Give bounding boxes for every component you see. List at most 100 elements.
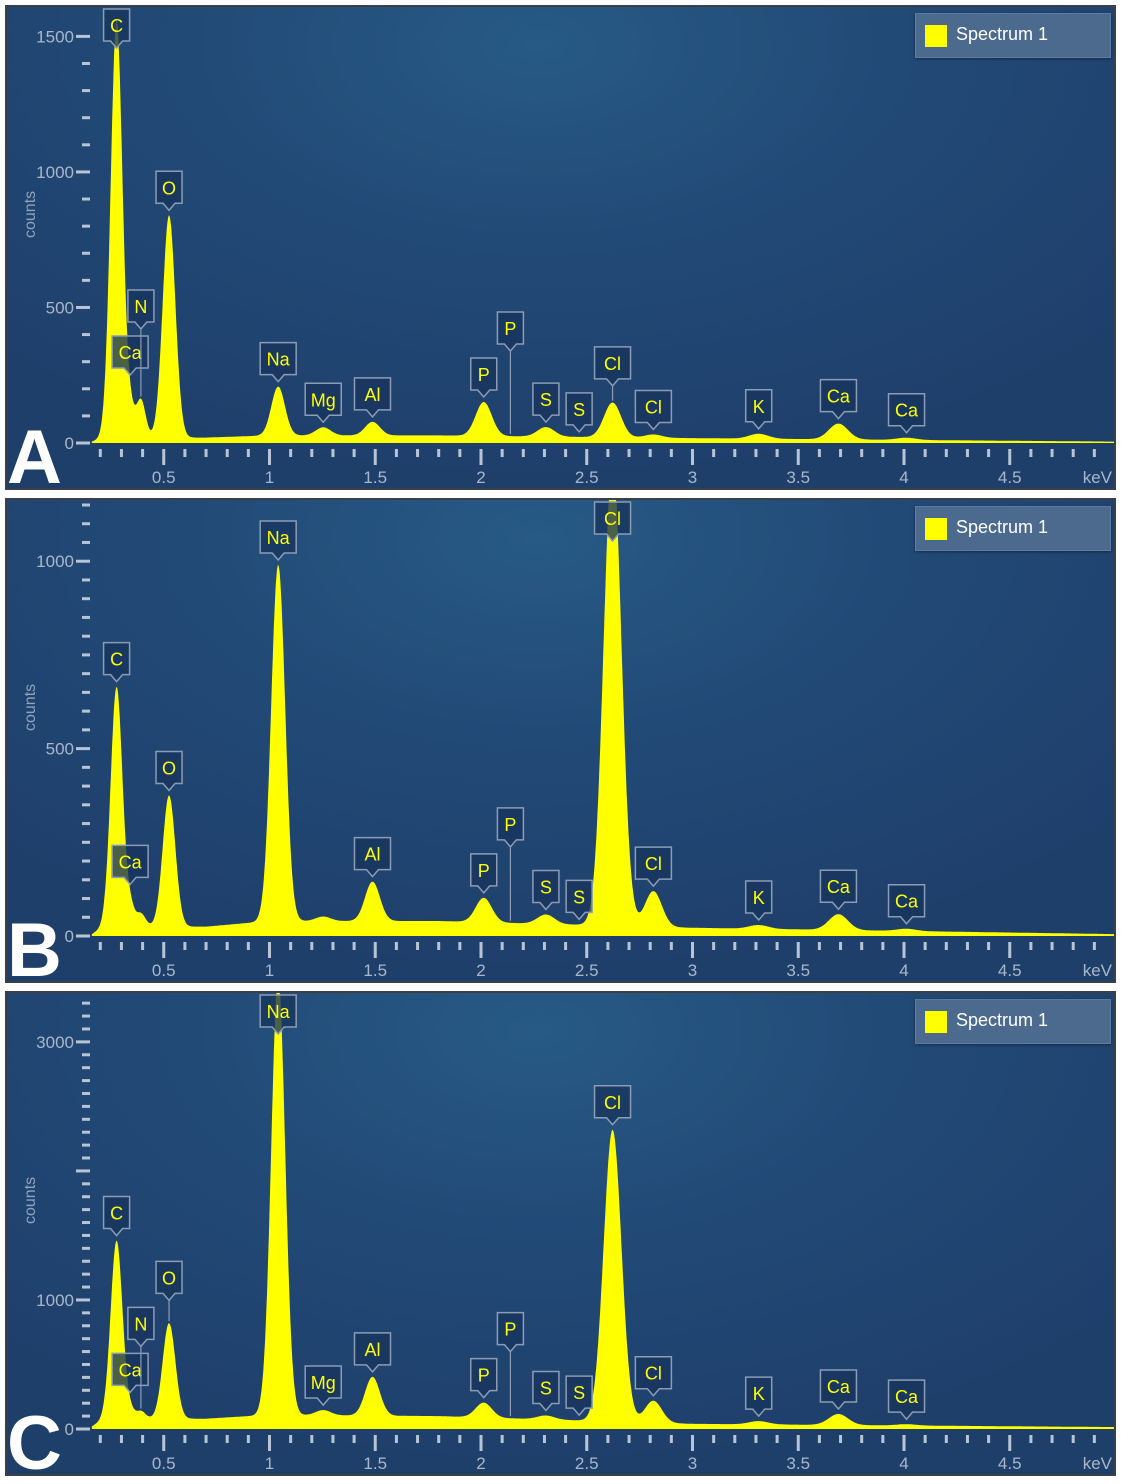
- x-tick-label: 4.5: [998, 961, 1022, 980]
- peak-label-box: [532, 869, 560, 911]
- y-tick-label: 500: [46, 740, 74, 759]
- peak-label-box: [532, 382, 560, 424]
- peak-label-box: [887, 883, 926, 925]
- peak-label-al[interactable]: Al: [353, 836, 392, 878]
- peak-label-p[interactable]: P: [496, 311, 525, 435]
- peak-label-p[interactable]: P: [470, 357, 498, 399]
- peak-label-text: P: [504, 319, 516, 339]
- peak-label-text: Cl: [604, 509, 621, 529]
- peak-label-al[interactable]: Al: [353, 1332, 392, 1374]
- spectrum-chart: 0 500 1000 0.5 1 1.5 2 2.5 3 3.5 4 4.5 keV C Ca O Na Al P P…: [36, 500, 1114, 980]
- peak-label-box: [744, 1376, 773, 1418]
- peak-label-na[interactable]: Na: [259, 520, 297, 562]
- peak-label-na[interactable]: Na: [259, 994, 297, 1036]
- peak-label-n[interactable]: N: [127, 1306, 155, 1409]
- peak-label-k[interactable]: K: [744, 880, 773, 922]
- peak-label-k[interactable]: K: [744, 389, 773, 430]
- peak-label-box: [634, 846, 673, 888]
- peak-label-text: S: [540, 877, 552, 897]
- peak-label-cl[interactable]: Cl: [634, 389, 673, 431]
- peak-label-text: P: [478, 1366, 490, 1386]
- peak-label-box: [102, 8, 131, 50]
- y-tick-label: 0: [65, 1420, 74, 1439]
- peak-label-text: Ca: [827, 877, 851, 897]
- peak-label-n[interactable]: N: [127, 289, 155, 397]
- peak-label-ca[interactable]: Ca: [819, 1369, 858, 1411]
- peak-label-ca[interactable]: Ca: [887, 1379, 926, 1421]
- peak-label-text: K: [753, 888, 765, 908]
- legend-label: Spectrum 1: [956, 24, 1049, 44]
- spectrum-panel-b: 0 500 1000 0.5 1 1.5 2 2.5 3 3.5 4 4.5 keV C Ca O Na Al P P…: [5, 498, 1116, 983]
- x-tick-label: 0.5: [152, 1454, 176, 1473]
- peak-label-cl[interactable]: Cl: [634, 846, 673, 888]
- peak-label-text: C: [110, 16, 123, 36]
- peak-label-box: [634, 1355, 673, 1397]
- peak-label-box: [593, 346, 632, 388]
- legend-swatch: [925, 518, 947, 540]
- peak-label-text: O: [162, 758, 176, 778]
- peak-label-ca[interactable]: Ca: [819, 869, 858, 911]
- peak-label-na[interactable]: Na: [259, 341, 297, 383]
- peak-label-box: [565, 1375, 593, 1417]
- peak-label-box: [111, 335, 149, 377]
- peak-label-c[interactable]: C: [102, 8, 131, 50]
- peak-label-ca[interactable]: Ca: [111, 844, 149, 886]
- peak-label-text: Cl: [604, 354, 621, 374]
- peak-label-text: N: [134, 1314, 147, 1334]
- peak-label-mg[interactable]: Mg: [304, 382, 342, 424]
- peak-label-p[interactable]: P: [470, 853, 498, 894]
- x-tick-label: 1: [265, 1454, 274, 1473]
- peak-label-text: Ca: [119, 852, 143, 872]
- peak-label-k[interactable]: K: [744, 1376, 773, 1418]
- peak-label-cl[interactable]: Cl: [634, 1355, 673, 1397]
- peak-label-o[interactable]: O: [155, 750, 183, 792]
- peak-label-text: S: [573, 1383, 585, 1403]
- peak-label-s[interactable]: S: [532, 869, 560, 911]
- peak-label-text: S: [573, 887, 585, 907]
- peak-label-ca[interactable]: Ca: [111, 335, 149, 377]
- x-tick-label: 4: [899, 961, 908, 980]
- peak-label-box: [111, 1352, 149, 1394]
- peak-label-text: Ca: [895, 401, 919, 421]
- peak-label-al[interactable]: Al: [353, 377, 392, 419]
- peak-label-text: C: [110, 1204, 123, 1224]
- peak-label-c[interactable]: C: [102, 1195, 131, 1237]
- y-axis-label: counts: [22, 683, 39, 731]
- x-tick-label: 3.5: [786, 468, 810, 487]
- peak-label-ca[interactable]: Ca: [887, 392, 926, 434]
- y-axis-label: counts: [22, 1176, 39, 1224]
- peak-label-text: Ca: [827, 387, 851, 407]
- peak-label-box: [593, 1085, 632, 1126]
- peak-label-c[interactable]: C: [102, 641, 131, 683]
- peak-label-p[interactable]: P: [496, 1311, 525, 1417]
- peak-label-s[interactable]: S: [565, 392, 593, 434]
- y-tick-label: 1000: [36, 552, 74, 571]
- peak-label-ca[interactable]: Ca: [111, 1352, 149, 1394]
- peak-label-text: P: [504, 1320, 516, 1340]
- peak-label-text: Al: [364, 385, 380, 405]
- peak-label-mg[interactable]: Mg: [304, 1365, 342, 1407]
- peak-label-p[interactable]: P: [470, 1357, 498, 1399]
- peak-label-o[interactable]: O: [155, 1260, 183, 1322]
- peak-label-ca[interactable]: Ca: [819, 378, 858, 420]
- peak-label-s[interactable]: S: [532, 1370, 560, 1412]
- peak-label-p[interactable]: P: [496, 807, 525, 921]
- peak-label-o[interactable]: O: [155, 170, 183, 212]
- x-tick-label: 1.5: [363, 1454, 387, 1473]
- peak-label-text: Ca: [895, 1387, 919, 1407]
- x-axis-label: keV: [1083, 1454, 1113, 1473]
- peak-label-box: [304, 1365, 342, 1407]
- y-tick-label: 3000: [36, 1033, 74, 1052]
- peak-label-s[interactable]: S: [532, 382, 560, 424]
- peak-label-s[interactable]: S: [565, 879, 593, 921]
- peak-label-cl[interactable]: Cl: [593, 1085, 632, 1126]
- peak-label-s[interactable]: S: [565, 1375, 593, 1417]
- peak-label-box: [887, 392, 926, 434]
- peak-label-box: [819, 1369, 858, 1411]
- peak-label-text: Al: [364, 1340, 380, 1360]
- peak-label-ca[interactable]: Ca: [887, 883, 926, 925]
- peak-label-box: [887, 1379, 926, 1421]
- peak-label-cl[interactable]: Cl: [593, 346, 632, 401]
- x-tick-label: 2: [476, 468, 485, 487]
- peak-label-cl[interactable]: Cl: [593, 501, 632, 543]
